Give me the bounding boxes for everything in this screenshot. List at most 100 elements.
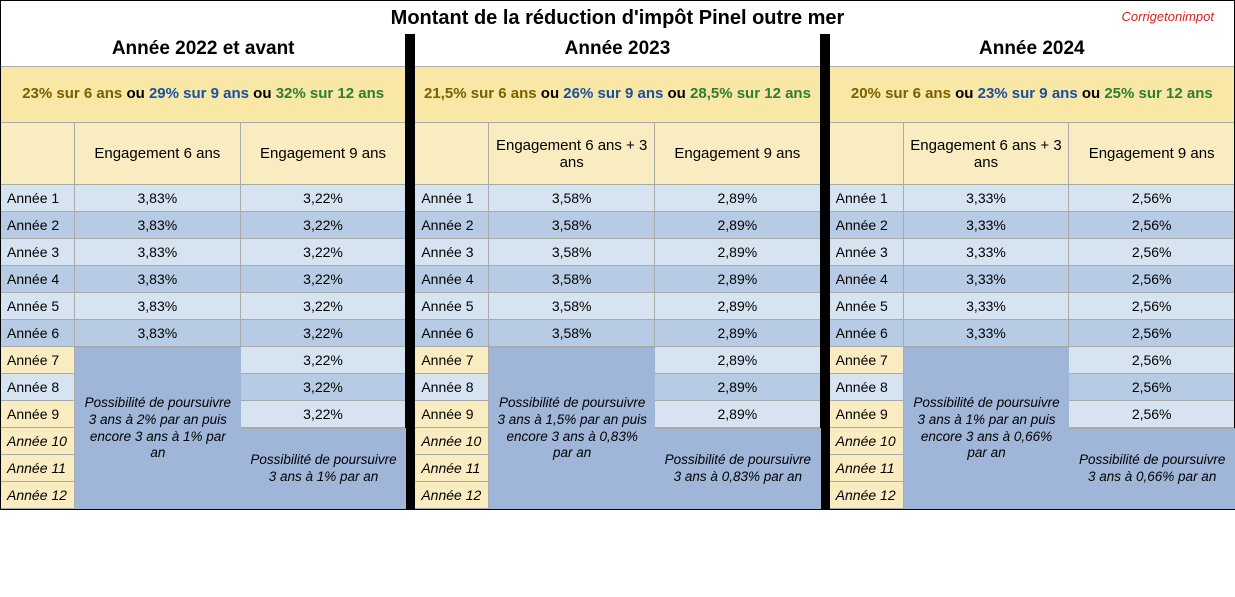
- table-row: Année 23,33%2,56%: [830, 212, 1234, 239]
- engagement-header-row: Engagement 6 ans + 3 ansEngagement 9 ans: [415, 123, 819, 185]
- value-col6: 3,83%: [75, 212, 241, 238]
- watermark: Corrigetonimpot: [1122, 9, 1215, 24]
- year-column: Année 202420% sur 6 ans ou 23% sur 9 ans…: [830, 34, 1234, 509]
- value-col9: 2,56%: [1069, 293, 1234, 319]
- table-row: Année 13,33%2,56%: [830, 185, 1234, 212]
- table-row: Année 53,83%3,22%: [1, 293, 405, 320]
- value-col9: 3,22%: [241, 401, 406, 427]
- engagement-9-header: Engagement 9 ans: [1069, 123, 1234, 184]
- table-row: Année 43,58%2,89%: [415, 266, 819, 293]
- rate-banner: 21,5% sur 6 ans ou 26% sur 9 ans ou 28,5…: [415, 67, 819, 123]
- row-label: Année 6: [830, 320, 904, 346]
- table-row: Année 53,33%2,56%: [830, 293, 1234, 320]
- row-label: Année 5: [1, 293, 75, 319]
- value-col9: 2,89%: [655, 239, 820, 265]
- row-label: Année 2: [415, 212, 489, 238]
- value-col9: 3,22%: [241, 374, 406, 400]
- spacer-cell: [415, 123, 489, 184]
- table-row: Année 13,58%2,89%: [415, 185, 819, 212]
- row-label: Année 11: [830, 455, 904, 481]
- row-label: Année 5: [830, 293, 904, 319]
- row-label: Année 3: [415, 239, 489, 265]
- table-row: Année 43,83%3,22%: [1, 266, 405, 293]
- table-row: Année 63,58%2,89%: [415, 320, 819, 347]
- note-col9: Possibilité de poursuivre 3 ans à 0,83% …: [655, 428, 821, 509]
- value-col9: 2,89%: [655, 347, 820, 373]
- row-label: Année 3: [1, 239, 75, 265]
- ou-text: ou: [537, 85, 564, 102]
- rate-12: 32% sur 12 ans: [276, 85, 384, 102]
- value-col9: 3,22%: [241, 212, 406, 238]
- row-label: Année 1: [415, 185, 489, 211]
- ou-text: ou: [249, 85, 276, 102]
- value-col9: 2,56%: [1069, 185, 1234, 211]
- row-label: Année 10: [1, 428, 75, 454]
- columns-wrapper: Année 2022 et avant23% sur 6 ans ou 29% …: [1, 34, 1234, 509]
- value-col9: 2,89%: [655, 185, 820, 211]
- data-area: Année 13,58%2,89%Année 23,58%2,89%Année …: [415, 185, 819, 509]
- value-col9: 3,22%: [241, 185, 406, 211]
- year-title: Année 2024: [830, 34, 1234, 67]
- value-col9: 2,89%: [655, 401, 820, 427]
- value-col6: 3,33%: [904, 320, 1070, 346]
- value-col9: 3,22%: [241, 266, 406, 292]
- year-column: Année 2022 et avant23% sur 6 ans ou 29% …: [1, 34, 405, 509]
- table-row: Année 63,83%3,22%: [1, 320, 405, 347]
- row-label: Année 4: [1, 266, 75, 292]
- engagement-6-header: Engagement 6 ans + 3 ans: [904, 123, 1070, 184]
- value-col6: 3,58%: [489, 320, 655, 346]
- engagement-header-row: Engagement 6 ans + 3 ansEngagement 9 ans: [830, 123, 1234, 185]
- year-title: Année 2022 et avant: [1, 34, 405, 67]
- row-label: Année 9: [415, 401, 489, 427]
- spacer-cell: [830, 123, 904, 184]
- row-label: Année 4: [830, 266, 904, 292]
- table-row: Année 63,33%2,56%: [830, 320, 1234, 347]
- ou-text: ou: [663, 85, 690, 102]
- value-col6: 3,33%: [904, 293, 1070, 319]
- row-label: Année 9: [830, 401, 904, 427]
- row-label: Année 8: [415, 374, 489, 400]
- rate-6: 20% sur 6 ans: [851, 85, 951, 102]
- column-separator: [820, 34, 830, 509]
- row-label: Année 7: [1, 347, 75, 373]
- value-col6: 3,58%: [489, 266, 655, 292]
- value-col9: 2,56%: [1069, 401, 1234, 427]
- spacer-cell: [1, 123, 75, 184]
- row-label: Année 12: [1, 482, 75, 508]
- value-col6: 3,83%: [75, 293, 241, 319]
- value-col9: 3,22%: [241, 320, 406, 346]
- row-label: Année 12: [415, 482, 489, 508]
- value-col6: 3,33%: [904, 239, 1070, 265]
- row-label: Année 6: [415, 320, 489, 346]
- main-title: Montant de la réduction d'impôt Pinel ou…: [1, 1, 1234, 34]
- row-label: Année 11: [1, 455, 75, 481]
- row-label: Année 5: [415, 293, 489, 319]
- value-col6: 3,83%: [75, 266, 241, 292]
- value-col9: 3,22%: [241, 347, 406, 373]
- ou-text: ou: [1078, 85, 1105, 102]
- row-label: Année 10: [415, 428, 489, 454]
- value-col9: 2,89%: [655, 374, 820, 400]
- value-col9: 2,89%: [655, 320, 820, 346]
- column-separator: [405, 34, 415, 509]
- note-col9: Possibilité de poursuivre 3 ans à 0,66% …: [1069, 428, 1235, 509]
- row-label: Année 4: [415, 266, 489, 292]
- row-label: Année 2: [1, 212, 75, 238]
- rate-6: 23% sur 6 ans: [22, 85, 122, 102]
- value-col6: 3,83%: [75, 239, 241, 265]
- row-label: Année 7: [830, 347, 904, 373]
- value-col9: 2,56%: [1069, 374, 1234, 400]
- engagement-header-row: Engagement 6 ansEngagement 9 ans: [1, 123, 405, 185]
- row-label: Année 10: [830, 428, 904, 454]
- ou-text: ou: [951, 85, 978, 102]
- value-col6: 3,58%: [489, 185, 655, 211]
- rate-9: 29% sur 9 ans: [149, 85, 249, 102]
- rate-banner: 23% sur 6 ans ou 29% sur 9 ans ou 32% su…: [1, 67, 405, 123]
- pinel-table: Montant de la réduction d'impôt Pinel ou…: [0, 0, 1235, 510]
- row-label: Année 2: [830, 212, 904, 238]
- note-col6: Possibilité de poursuivre 3 ans à 1,5% p…: [489, 347, 655, 509]
- engagement-9-header: Engagement 9 ans: [241, 123, 406, 184]
- row-label: Année 8: [1, 374, 75, 400]
- row-label: Année 12: [830, 482, 904, 508]
- engagement-6-header: Engagement 6 ans + 3 ans: [489, 123, 655, 184]
